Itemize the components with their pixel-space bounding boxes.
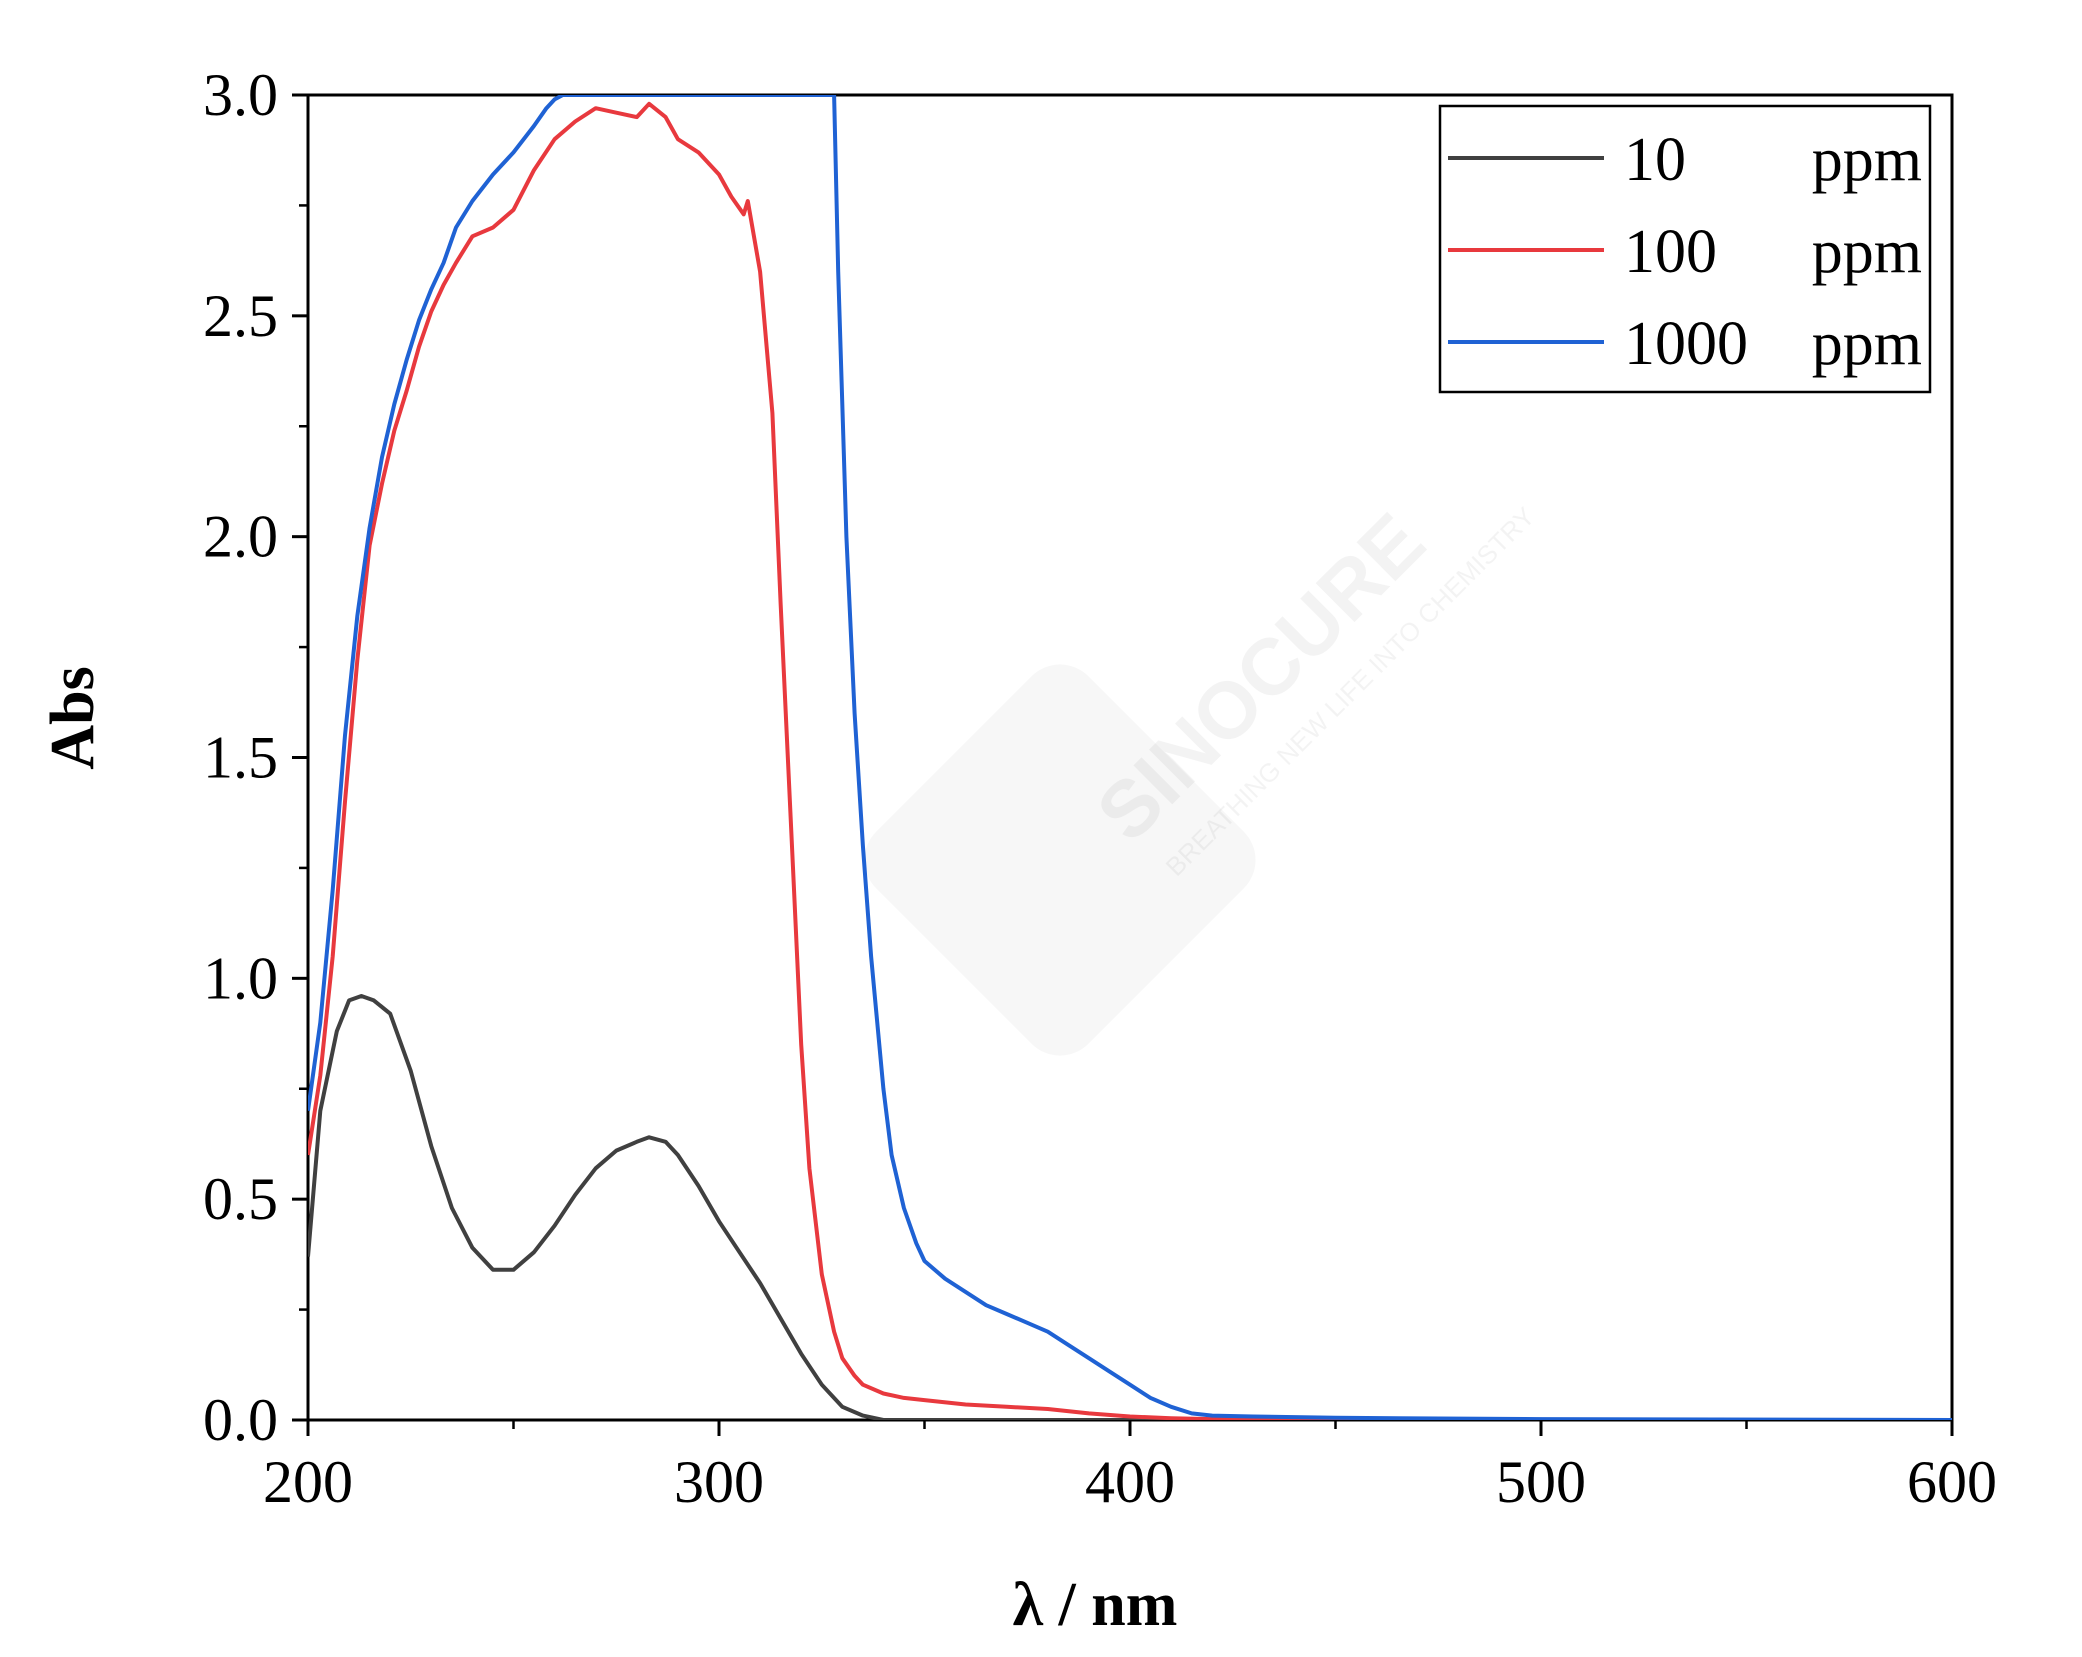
legend-unit-3: ppm bbox=[1812, 310, 1922, 378]
y-tick-label: 0.5 bbox=[203, 1166, 278, 1232]
series-line-2 bbox=[308, 101, 1952, 1420]
series-line-1 bbox=[308, 994, 1952, 1420]
series-layer bbox=[308, 95, 1952, 1420]
x-tick-label: 600 bbox=[1907, 1449, 1997, 1515]
legend: 10 ppm 100 ppm 1000 ppm bbox=[1438, 104, 1932, 394]
y-tick-label: 2.5 bbox=[203, 283, 278, 349]
x-tick-label: 200 bbox=[263, 1449, 353, 1515]
x-axis-title: λ / nm bbox=[1013, 1571, 1178, 1639]
legend-unit-2: ppm bbox=[1812, 218, 1922, 286]
legend-label-3: 1000 bbox=[1624, 310, 1748, 378]
legend-unit-1: ppm bbox=[1812, 126, 1922, 194]
y-tick-label: 3.0 bbox=[203, 62, 278, 128]
y-tick-label: 0.0 bbox=[203, 1387, 278, 1453]
watermark: SINOCURE BREATHING NEW LIFE INTO CHEMIST… bbox=[1080, 496, 1541, 882]
watermark-brand: SINOCURE bbox=[1080, 496, 1442, 858]
y-axis-title: Abs bbox=[39, 666, 107, 769]
y-tick-label: 2.0 bbox=[203, 504, 278, 570]
y-tick-label: 1.5 bbox=[203, 725, 278, 791]
x-tick-label: 300 bbox=[674, 1449, 764, 1515]
y-axis: 0.0 0.5 1.0 1.5 2.0 2.5 3.0 bbox=[203, 62, 308, 1453]
x-tick-label: 500 bbox=[1496, 1449, 1586, 1515]
x-axis: 200 300 400 500 600 bbox=[263, 1420, 1997, 1515]
legend-label-2: 100 bbox=[1624, 218, 1717, 286]
y-tick-label: 1.0 bbox=[203, 945, 278, 1011]
series-line-3 bbox=[308, 95, 1952, 1420]
legend-label-1: 10 bbox=[1624, 126, 1686, 194]
x-tick-label: 400 bbox=[1085, 1449, 1175, 1515]
